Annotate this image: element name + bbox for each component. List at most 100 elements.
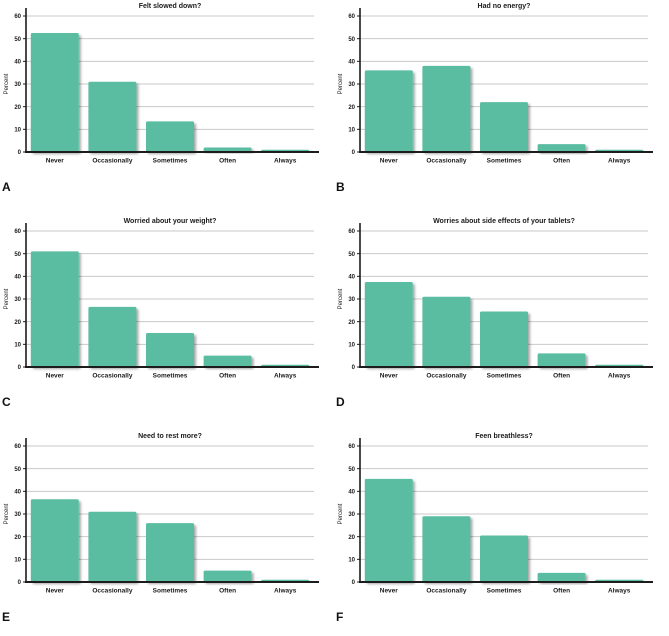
y-tick-label: 50 bbox=[348, 467, 355, 473]
bar bbox=[537, 572, 586, 582]
x-tick-label: Always bbox=[274, 158, 297, 165]
bar bbox=[422, 516, 471, 582]
bar bbox=[364, 478, 413, 582]
bar-chart-svg: 0 10 20 30 40 50 60 Never Occasionally Sometimes O… bbox=[4, 3, 319, 165]
x-tick-label: Always bbox=[274, 373, 297, 380]
bar bbox=[422, 65, 471, 152]
y-tick-label: 10 bbox=[14, 128, 21, 134]
bar bbox=[30, 499, 79, 582]
y-tick-label: 40 bbox=[14, 275, 21, 281]
bar-chart-svg: 0 10 20 30 40 50 60 Never Occasionally Sometimes O… bbox=[338, 218, 653, 380]
y-tick-label: 60 bbox=[14, 444, 21, 450]
y-tick-label: 0 bbox=[18, 580, 22, 586]
bar bbox=[422, 296, 471, 367]
x-tick-label: Always bbox=[608, 588, 631, 595]
panel-letter: B bbox=[336, 180, 345, 194]
bar-chart: 0 10 20 30 40 50 60 Never Occasionally Sometimes O… bbox=[0, 215, 334, 385]
y-tick-label: 10 bbox=[348, 343, 355, 349]
y-tick-label: 20 bbox=[348, 105, 355, 111]
x-tick-label: Never bbox=[46, 588, 65, 595]
y-axis-label: Percent bbox=[4, 73, 10, 94]
y-tick-label: 10 bbox=[14, 558, 21, 564]
y-tick-label: 30 bbox=[348, 297, 355, 303]
y-tick-label: 30 bbox=[14, 512, 21, 518]
y-tick-label: 0 bbox=[18, 150, 22, 156]
bar-chart-svg: 0 10 20 30 40 50 60 Never Occasionally Sometimes O… bbox=[338, 3, 653, 165]
y-tick-label: 30 bbox=[14, 82, 21, 88]
y-tick-label: 20 bbox=[14, 535, 21, 541]
chart-panel: 0 10 20 30 40 50 60 Never Occasionally Sometimes O… bbox=[334, 0, 669, 215]
chart-title: Feen breathless? bbox=[475, 433, 533, 440]
bar-chart: 0 10 20 30 40 50 60 Never Occasionally Sometimes O… bbox=[0, 430, 334, 600]
panel-letter: A bbox=[2, 180, 11, 194]
x-tick-label: Never bbox=[46, 158, 65, 165]
bar bbox=[480, 535, 528, 582]
y-tick-label: 60 bbox=[14, 229, 21, 235]
chart-title: Worries about side effects of your table… bbox=[433, 218, 575, 225]
bar bbox=[30, 33, 79, 152]
x-tick-label: Occasionally bbox=[92, 373, 132, 380]
y-tick-label: 60 bbox=[348, 229, 355, 235]
panel-letter: C bbox=[2, 395, 11, 409]
x-tick-label: Sometimes bbox=[487, 373, 522, 380]
x-tick-label: Often bbox=[553, 158, 570, 165]
x-tick-label: Occasionally bbox=[92, 588, 132, 595]
chart-panel: 0 10 20 30 40 50 60 Never Occasionally Sometimes O… bbox=[0, 430, 334, 636]
x-tick-label: Often bbox=[219, 588, 236, 595]
bar bbox=[88, 81, 137, 152]
y-tick-label: 10 bbox=[14, 343, 21, 349]
y-tick-label: 40 bbox=[14, 490, 21, 496]
y-tick-label: 10 bbox=[348, 558, 355, 564]
y-tick-label: 50 bbox=[14, 37, 21, 43]
bar bbox=[364, 282, 413, 367]
y-axis-label: Percent bbox=[4, 288, 10, 309]
chart-title: Worried about your weight? bbox=[124, 218, 217, 225]
chart-panel: 0 10 20 30 40 50 60 Never Occasionally Sometimes O… bbox=[334, 430, 669, 636]
bar bbox=[30, 251, 79, 367]
y-tick-label: 30 bbox=[14, 297, 21, 303]
y-tick-label: 60 bbox=[348, 14, 355, 20]
bar bbox=[537, 144, 586, 152]
x-tick-label: Often bbox=[219, 373, 236, 380]
x-tick-label: Occasionally bbox=[426, 158, 466, 165]
chart-title: Had no energy? bbox=[478, 3, 531, 10]
y-tick-label: 50 bbox=[14, 252, 21, 258]
chart-panel: 0 10 20 30 40 50 60 Never Occasionally Sometimes O… bbox=[334, 215, 669, 430]
y-tick-label: 60 bbox=[348, 444, 355, 450]
y-tick-label: 30 bbox=[348, 512, 355, 518]
panel-letter: D bbox=[336, 395, 345, 409]
x-tick-label: Never bbox=[380, 373, 399, 380]
x-tick-label: Often bbox=[553, 373, 570, 380]
bar bbox=[203, 355, 252, 367]
y-tick-label: 50 bbox=[348, 252, 355, 258]
x-tick-label: Sometimes bbox=[487, 588, 522, 595]
panel-letter: E bbox=[2, 610, 11, 624]
bar bbox=[88, 511, 137, 582]
y-tick-label: 20 bbox=[14, 320, 21, 326]
chart-panel: 0 10 20 30 40 50 60 Never Occasionally Sometimes O… bbox=[0, 0, 334, 215]
x-tick-label: Always bbox=[608, 373, 631, 380]
bar bbox=[88, 306, 137, 367]
bar-chart-svg: 0 10 20 30 40 50 60 Never Occasionally Sometimes O… bbox=[4, 218, 319, 380]
x-tick-label: Often bbox=[553, 588, 570, 595]
bar-chart: 0 10 20 30 40 50 60 Never Occasionally Sometimes O… bbox=[0, 0, 334, 170]
panel-letter: F bbox=[336, 610, 344, 624]
y-tick-label: 10 bbox=[348, 128, 355, 134]
x-tick-label: Sometimes bbox=[153, 373, 188, 380]
y-tick-label: 0 bbox=[352, 150, 356, 156]
bar bbox=[480, 311, 528, 367]
bar-chart-svg: 0 10 20 30 40 50 60 Never Occasionally Sometimes O… bbox=[4, 433, 319, 595]
x-tick-label: Always bbox=[608, 158, 631, 165]
x-tick-label: Sometimes bbox=[153, 588, 188, 595]
y-tick-label: 20 bbox=[348, 535, 355, 541]
bar bbox=[146, 121, 194, 152]
bar bbox=[364, 70, 413, 152]
bar bbox=[537, 353, 586, 367]
x-tick-label: Often bbox=[219, 158, 236, 165]
y-tick-label: 60 bbox=[14, 14, 21, 20]
bar-chart: 0 10 20 30 40 50 60 Never Occasionally Sometimes O… bbox=[334, 215, 668, 385]
bar bbox=[480, 102, 528, 152]
x-tick-label: Never bbox=[380, 158, 399, 165]
y-tick-label: 0 bbox=[18, 365, 22, 371]
